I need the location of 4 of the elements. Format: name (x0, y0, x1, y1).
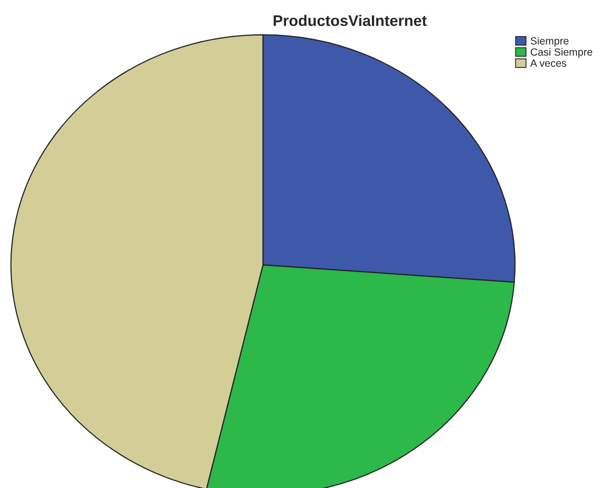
legend-label: A veces (530, 60, 566, 67)
chart-title: ProductosViaInternet (274, 14, 427, 26)
legend-label: Siempre (530, 36, 569, 47)
legend-label: Casi Siempre (530, 48, 592, 58)
